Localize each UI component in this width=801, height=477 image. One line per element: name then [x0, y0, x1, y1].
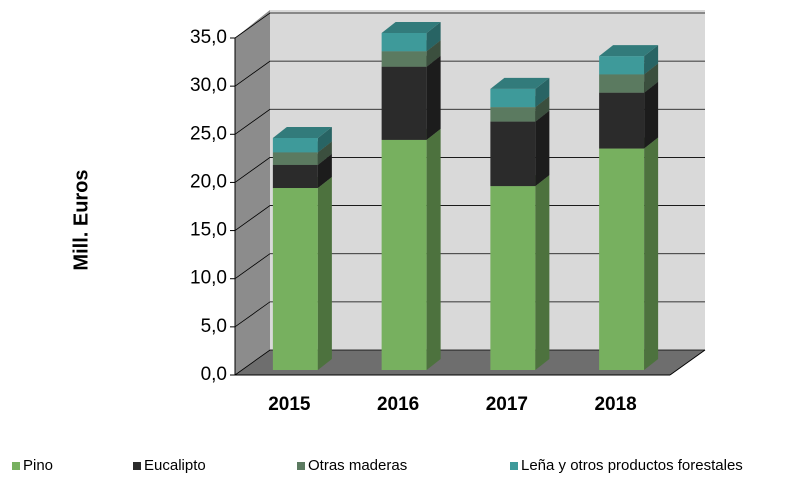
bar-side: [644, 63, 659, 93]
grid-line: [234, 253, 705, 280]
bar-front: [490, 107, 536, 122]
bar-segment: [490, 77, 550, 108]
bar-top: [599, 45, 659, 57]
y-tick-label: 20,0: [190, 171, 227, 192]
bar-segment: [272, 126, 332, 153]
floor: [235, 350, 705, 375]
bar-side: [317, 153, 332, 189]
bar-front: [490, 121, 536, 187]
bar-side: [535, 96, 550, 122]
legend-swatch: [12, 462, 20, 470]
y-tick-label: 35,0: [190, 27, 227, 48]
bar-side: [426, 22, 441, 52]
grid-line: [234, 108, 705, 135]
bars: [272, 22, 659, 370]
legend: Pino Eucalipto Otras maderas Leña y otros p…: [12, 457, 743, 474]
bar-segment: [381, 128, 441, 370]
legend-swatch: [133, 462, 141, 470]
bar-front: [381, 66, 427, 140]
legend-swatch: [510, 462, 518, 470]
bar-side: [426, 55, 441, 140]
legend-label: Pino: [23, 457, 53, 474]
bar-top: [272, 126, 332, 138]
bar-segment: [490, 110, 550, 187]
bar-front: [381, 51, 427, 67]
legend-label: Eucalipto: [144, 457, 206, 474]
bar-side: [535, 77, 550, 108]
bar-front: [272, 164, 318, 189]
bar-side: [426, 128, 441, 370]
bar-front: [381, 33, 427, 52]
y-tick-label: 15,0: [190, 220, 227, 241]
grid: [234, 12, 705, 376]
bar-top: [490, 77, 550, 89]
bar-side: [317, 141, 332, 165]
bar-side: [317, 177, 332, 370]
x-tick-label: 2018: [594, 394, 636, 415]
bar-front: [272, 152, 318, 165]
y-tick-label: 0,0: [201, 364, 227, 385]
bar-front: [272, 137, 318, 153]
bar-segment: [381, 55, 441, 140]
bar-front: [272, 188, 318, 370]
bar-segment: [599, 137, 659, 370]
bar-front: [599, 56, 645, 75]
grid-line: [234, 60, 705, 87]
bar-segment: [490, 175, 550, 370]
bar-top: [381, 22, 441, 33]
grid-line: [234, 205, 705, 231]
x-tick-label: 2017: [486, 394, 528, 415]
y-tick-label: 10,0: [190, 268, 227, 289]
legend-label: Leña y otros productos forestales: [521, 457, 743, 474]
side-wall: [235, 10, 270, 375]
grid-line: [234, 12, 705, 39]
grid-line: [234, 157, 705, 183]
bar-front: [599, 92, 645, 149]
bar-side: [535, 110, 550, 187]
bar-segment: [381, 22, 441, 52]
legend-label: Otras maderas: [308, 457, 407, 474]
bar-front: [381, 139, 427, 370]
bar-side: [644, 137, 659, 370]
y-tick-label: 25,0: [190, 123, 227, 144]
back-wall: [235, 10, 705, 375]
grid-line: [234, 301, 705, 328]
bar-front: [490, 88, 536, 108]
floor-edge: [669, 349, 706, 376]
x-tick-label: 2015: [268, 394, 311, 415]
bar-side: [317, 126, 332, 153]
bar-side: [535, 175, 550, 370]
bar-segment: [272, 177, 332, 370]
bar-side: [644, 45, 659, 75]
bar-side: [644, 81, 659, 149]
bar-side: [426, 40, 441, 67]
bar-segment: [599, 45, 659, 75]
legend-swatch: [297, 462, 305, 470]
y-tick-label: 30,0: [190, 75, 227, 96]
grid-line: [234, 349, 705, 376]
y-axis-label: Mill. Euros: [70, 169, 92, 270]
bar-front: [599, 148, 645, 370]
bar-front: [490, 186, 536, 370]
x-tick-label: 2016: [377, 394, 419, 415]
bar-front: [599, 74, 645, 93]
y-tick-label: 5,0: [201, 316, 227, 337]
